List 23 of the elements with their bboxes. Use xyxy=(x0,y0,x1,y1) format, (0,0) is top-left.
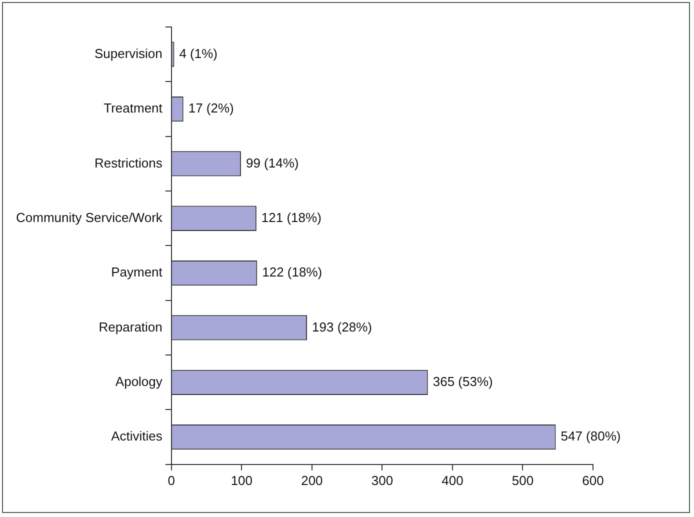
y-tick-label: Apology xyxy=(115,374,163,389)
y-tick-label: Activities xyxy=(111,428,163,444)
x-tick-label: 600 xyxy=(582,472,604,488)
x-tick-label: 200 xyxy=(301,472,323,488)
data-label: 17 (2%) xyxy=(188,100,234,116)
data-label: 99 (14%) xyxy=(246,155,299,170)
x-tick-label: 400 xyxy=(442,472,464,488)
data-label: 121 (18%) xyxy=(261,210,322,225)
x-tick-label: 0 xyxy=(168,472,176,488)
y-tick-label: Payment xyxy=(111,264,163,280)
x-tick-label: 500 xyxy=(512,472,534,488)
y-tick-label: Reparation xyxy=(98,319,162,334)
data-label: 4 (1%) xyxy=(179,46,218,61)
data-label: 122 (18%) xyxy=(262,264,322,280)
data-label: 547 (80%) xyxy=(560,428,621,444)
x-tick-label: 100 xyxy=(230,472,253,488)
y-tick-label: Restrictions xyxy=(94,155,163,170)
y-tick-label: Treatment xyxy=(104,100,163,116)
y-tick-label: Supervision xyxy=(94,46,162,61)
data-label: 365 (53%) xyxy=(432,374,493,389)
y-tick-label: Community Service/Work xyxy=(16,210,163,225)
data-label: 193 (28%) xyxy=(312,319,372,334)
x-tick-label: 300 xyxy=(371,472,394,488)
